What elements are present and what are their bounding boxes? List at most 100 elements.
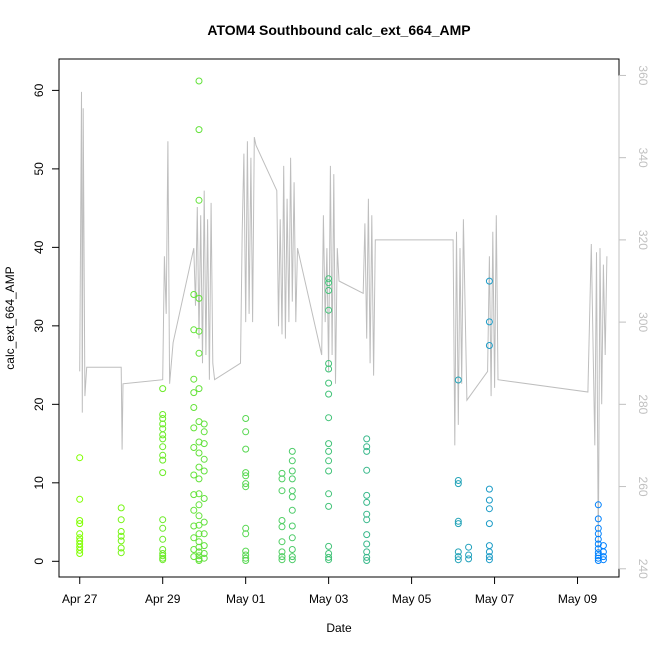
data-point [159,431,167,439]
data-point [195,490,203,498]
y-tick-label: 60 [32,83,46,97]
data-point [200,420,208,428]
data-point [363,540,371,548]
data-point [200,440,208,448]
data-point [190,375,198,383]
data-point [325,414,333,422]
data-point [117,516,125,524]
data-point [325,490,333,498]
y-tick-label: 40 [32,240,46,254]
y-tick-label: 20 [32,397,46,411]
data-point [195,327,203,335]
data-point [594,515,602,523]
data-point [242,483,250,491]
data-point [278,538,286,546]
data-point [159,556,167,564]
data-point [363,553,371,561]
x-tick-label: Apr 29 [145,592,181,606]
data-point [195,475,203,483]
data-point [190,404,198,411]
x-tick-label: May 05 [392,592,432,606]
data-point [288,556,296,564]
data-point [325,440,333,448]
data-point [159,435,167,443]
data-point [325,287,333,294]
data-point [288,506,296,514]
data-point [599,553,607,561]
y-tick-label: 0 [32,558,46,565]
data-point [278,475,286,483]
data-point [190,534,198,542]
data-point [485,277,493,285]
data-point [278,523,286,531]
data-point [117,532,125,540]
data-point [242,557,250,564]
data-point [325,457,333,465]
chart-title: ATOM4 Southbound calc_ext_664_AMP [207,22,470,38]
data-point [278,487,286,495]
x-tick-label: May 03 [309,592,349,606]
data-point [159,516,167,524]
data-point [288,522,296,530]
x-tick-label: May 09 [558,592,598,606]
data-point [195,196,203,204]
data-point [195,501,203,509]
data-point [325,365,333,373]
data-point [195,449,203,457]
data-point [594,545,602,553]
data-point [485,342,493,349]
y-right-tick-label: 340 [636,148,650,168]
data-point [159,451,167,459]
x-tick-label: May 01 [226,592,266,606]
data-point [190,471,198,479]
data-point [76,546,84,554]
data-point [485,520,493,528]
data-point [363,491,371,499]
data-point [465,555,473,563]
data-point [485,318,493,326]
data-point [363,466,371,474]
data-point [288,534,296,542]
data-point [159,469,167,477]
data-point [200,495,208,502]
data-point [159,411,167,418]
y-axis-label: calc_ext_664_AMP [3,266,17,369]
data-point [195,385,203,393]
data-point [485,556,493,564]
data-point [190,291,198,298]
data-point [190,444,198,451]
y-right-tick-label: 280 [636,394,650,414]
data-point [76,530,84,538]
data-point [454,477,462,484]
y-axis-left: 0 10 20 30 40 50 60 [32,83,60,565]
data-point [485,505,493,513]
data-point [288,475,296,483]
data-point [242,554,250,562]
data-point [363,516,371,524]
data-point [325,379,333,387]
data-point [195,349,203,357]
data-point [325,390,333,398]
data-point [117,504,125,512]
data-point [288,457,296,465]
data-point [190,506,198,514]
data-point [485,548,493,556]
data-point [325,542,333,550]
y-tick-label: 10 [32,476,46,490]
data-point [242,547,250,555]
data-point [325,467,333,475]
x-axis-label: Date [326,621,352,635]
data-point [159,456,167,464]
x-tick-label: May 07 [475,592,515,606]
data-point [200,428,208,436]
y-axis-right: 240 260 280 300 320 340 360 [618,65,650,579]
data-point [195,521,203,529]
data-point [200,467,208,475]
data-point [159,443,167,451]
data-point [594,501,602,509]
data-point [288,493,296,501]
data-point [76,550,84,557]
data-point [117,544,125,552]
data-point [325,556,333,564]
